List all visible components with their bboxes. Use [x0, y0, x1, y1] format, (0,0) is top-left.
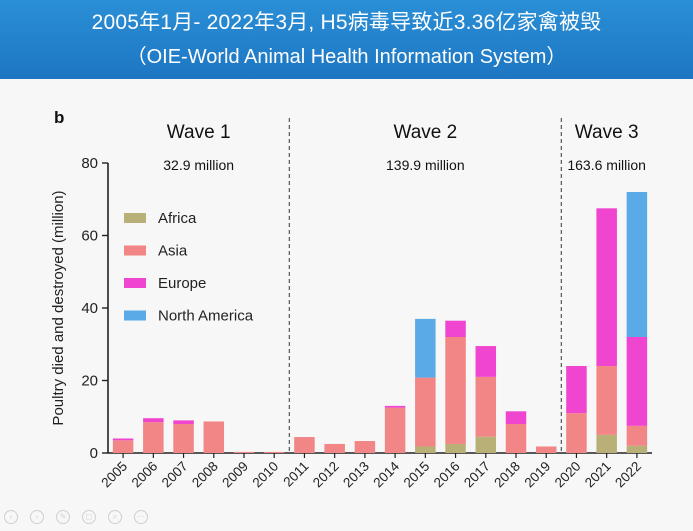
- y-axis-label: Poultry died and destroyed (million): [50, 190, 67, 425]
- bar-segment-asia: [233, 451, 255, 453]
- bar-segment-africa: [415, 446, 436, 453]
- banner-subtitle: （OIE-World Animal Health Information Sys…: [126, 46, 567, 68]
- legend-label: North America: [158, 308, 254, 325]
- slide-toolbar: ‹ › ✎ ◻ ⌕ ⋯: [4, 510, 148, 524]
- x-tick-label: 2010: [249, 459, 281, 491]
- bar-segment-asia: [384, 407, 406, 453]
- legend-label: Africa: [158, 210, 197, 227]
- bar-segment-africa: [596, 434, 617, 453]
- bar-segment-europe: [173, 420, 194, 424]
- bar-segment-north-america: [626, 192, 648, 337]
- eraser-icon[interactable]: ◻: [82, 510, 96, 524]
- x-tick-label: 2017: [461, 459, 493, 491]
- bar-segment-africa: [626, 445, 648, 453]
- x-tick-label: 2015: [401, 459, 433, 491]
- bar-segment-europe: [112, 438, 134, 441]
- wave-total: 139.9 million: [386, 157, 465, 173]
- bar-segment-asia: [203, 421, 225, 453]
- bar-segment-asia: [475, 376, 497, 437]
- more-icon[interactable]: ⋯: [134, 510, 148, 524]
- forward-icon[interactable]: ›: [30, 510, 44, 524]
- bar-segment-europe: [384, 405, 406, 408]
- x-tick-label: 2007: [159, 459, 191, 491]
- chart-area: [0, 79, 693, 531]
- back-icon[interactable]: ‹: [4, 510, 18, 524]
- zoom-icon[interactable]: ⌕: [108, 510, 122, 524]
- bar-segment-europe: [626, 337, 648, 426]
- pen-icon[interactable]: ✎: [56, 510, 70, 524]
- x-tick-label: 2016: [431, 459, 463, 491]
- bar-segment-asia: [354, 441, 376, 453]
- x-tick-label: 2009: [219, 459, 251, 491]
- bar-segment-asia: [566, 413, 587, 453]
- y-tick-label: 60: [81, 228, 98, 245]
- bar-segment-asia: [294, 437, 315, 453]
- bar-segment-asia: [445, 337, 466, 444]
- x-tick-label: 2005: [98, 459, 130, 491]
- wave-total: 163.6 million: [567, 157, 646, 173]
- wave-label: Wave 2: [393, 122, 457, 143]
- panel-label: b: [54, 108, 65, 127]
- bar-segment-asia: [505, 424, 527, 453]
- title-banner: 2005年1月- 2022年3月, H5病毒导致近3.36亿家禽被毁 （OIE-…: [0, 0, 693, 79]
- bar-segment-africa: [475, 436, 497, 453]
- bar-segment-europe: [596, 208, 617, 366]
- x-tick-label: 2019: [521, 459, 553, 491]
- bar-segment-asia: [263, 451, 285, 453]
- legend-swatch: [124, 213, 146, 223]
- bar-segment-asia: [415, 377, 436, 447]
- x-tick-label: 2021: [582, 459, 614, 491]
- x-tick-label: 2012: [310, 459, 342, 491]
- y-tick-label: 20: [81, 373, 98, 390]
- bar-segment-asia: [112, 440, 134, 453]
- bar-segment-north-america: [415, 318, 436, 378]
- bar-segment-europe: [475, 346, 497, 377]
- legend-swatch: [124, 278, 146, 288]
- bar-segment-asia: [596, 366, 617, 435]
- y-tick-label: 40: [81, 300, 98, 317]
- bar-segment-asia: [143, 422, 164, 453]
- wave-label: Wave 1: [167, 122, 231, 143]
- y-tick-label: 0: [90, 445, 98, 462]
- bar-segment-europe: [445, 320, 466, 337]
- legend-label: Asia: [158, 243, 188, 260]
- bar-segment-asia: [173, 424, 194, 453]
- legend-label: Europe: [158, 275, 206, 292]
- y-tick-label: 80: [81, 155, 98, 172]
- bar-segment-asia: [626, 425, 648, 446]
- x-tick-label: 2013: [340, 459, 372, 491]
- wave-label: Wave 3: [575, 122, 639, 143]
- bar-segment-asia: [324, 443, 345, 453]
- x-tick-label: 2006: [129, 459, 161, 491]
- x-tick-label: 2022: [612, 459, 644, 491]
- bar-segment-europe: [143, 418, 164, 423]
- x-tick-label: 2018: [491, 459, 523, 491]
- banner-title: 2005年1月- 2022年3月, H5病毒导致近3.36亿家禽被毁: [91, 11, 602, 34]
- x-tick-label: 2020: [552, 459, 584, 491]
- bar-segment-asia: [535, 446, 557, 453]
- bar-segment-europe: [505, 411, 527, 424]
- x-tick-label: 2011: [280, 459, 311, 490]
- wave-total: 32.9 million: [163, 157, 234, 173]
- bar-segment-europe: [566, 366, 587, 414]
- x-tick-label: 2014: [370, 458, 402, 490]
- bar-segment-africa: [445, 443, 466, 453]
- legend-swatch: [124, 310, 146, 321]
- legend-swatch: [124, 245, 146, 256]
- x-tick-label: 2008: [189, 459, 221, 491]
